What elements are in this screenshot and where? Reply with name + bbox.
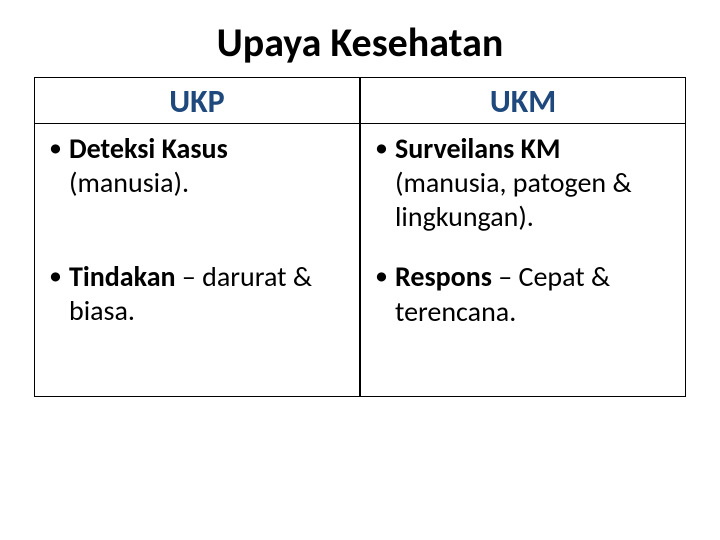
bullet-bold: Tindakan: [69, 259, 176, 294]
column-ukm: UKM • Surveilans KM (manusia, patogen & …: [360, 77, 686, 397]
columns-container: UKP • Deteksi Kasus (manusia). • Tindaka…: [0, 77, 720, 397]
bullet-bold: Deteksi Kasus: [69, 131, 228, 166]
slide-title: Upaya Kesehatan: [0, 0, 720, 77]
bullet-text: Surveilans KM (manusia, patogen & lingku…: [395, 132, 671, 234]
column-header-ukm: UKM: [361, 78, 685, 124]
column-ukp: UKP • Deteksi Kasus (manusia). • Tindaka…: [34, 77, 360, 397]
column-body-ukm: • Surveilans KM (manusia, patogen & ling…: [361, 124, 685, 341]
bullet-bold: Respons: [395, 259, 492, 294]
bullet-bold: Surveilans KM: [395, 131, 560, 166]
bullet-icon: •: [375, 132, 395, 164]
bullet-icon: •: [49, 132, 69, 164]
list-item: • Deteksi Kasus (manusia).: [49, 132, 345, 200]
bullet-text: Deteksi Kasus (manusia).: [69, 132, 345, 200]
slide: Upaya Kesehatan UKP • Deteksi Kasus (man…: [0, 0, 720, 540]
list-item: • Surveilans KM (manusia, patogen & ling…: [375, 132, 671, 234]
list-item: • Tindakan – darurat & biasa.: [49, 260, 345, 328]
list-item: • Respons – Cepat & terencana.: [375, 260, 671, 328]
bullet-rest: (manusia).: [69, 165, 189, 200]
column-body-ukp: • Deteksi Kasus (manusia). • Tindakan – …: [35, 124, 359, 341]
bullet-text: Tindakan – darurat & biasa.: [69, 260, 345, 328]
column-header-ukp: UKP: [35, 78, 359, 124]
bullet-icon: •: [375, 260, 395, 292]
bullet-rest: (manusia, patogen & lingkungan).: [395, 165, 632, 234]
bullet-text: Respons – Cepat & terencana.: [395, 260, 671, 328]
bullet-icon: •: [49, 260, 69, 292]
